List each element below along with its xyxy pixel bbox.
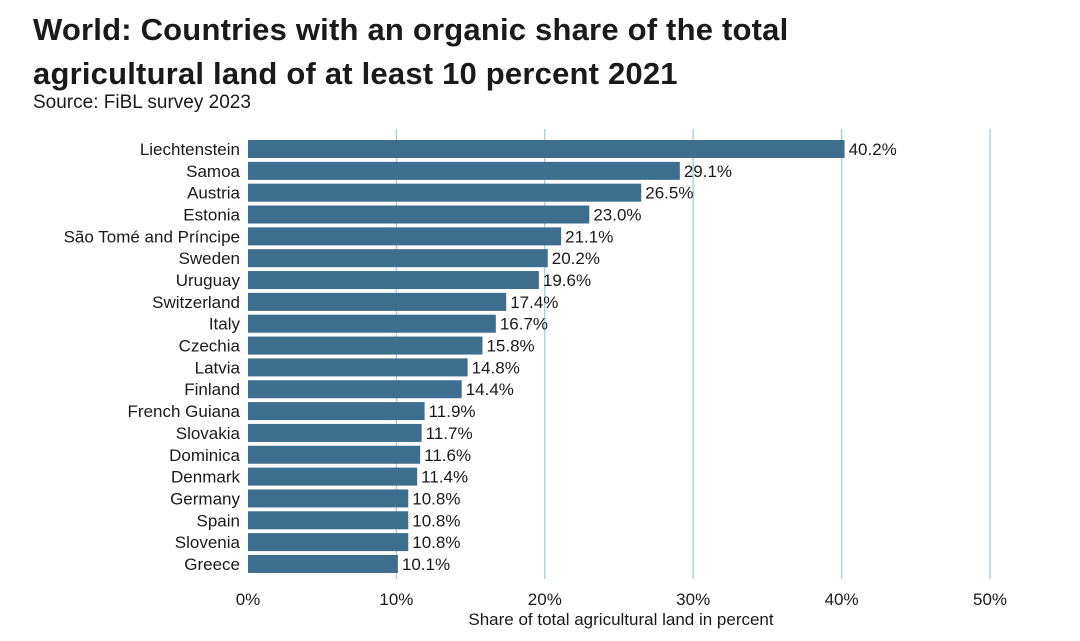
category-label-12: French Guiana xyxy=(128,402,241,421)
category-label-11: Finland xyxy=(184,380,240,399)
bars xyxy=(248,140,845,573)
value-label-8: 16.7% xyxy=(500,315,548,334)
category-label-0: Liechtenstein xyxy=(140,140,240,159)
x-tick-label-40: 40% xyxy=(825,590,859,609)
category-label-13: Slovakia xyxy=(176,424,241,443)
x-tick-label-50: 50% xyxy=(973,590,1007,609)
bar-3 xyxy=(248,205,590,224)
bar-16 xyxy=(248,489,409,508)
value-label-19: 10.1% xyxy=(402,555,450,574)
category-label-19: Greece xyxy=(184,555,240,574)
category-label-9: Czechia xyxy=(179,337,241,356)
bar-17 xyxy=(248,511,409,530)
category-label-1: Samoa xyxy=(186,162,240,181)
bar-18 xyxy=(248,533,409,552)
value-label-17: 10.8% xyxy=(412,511,460,530)
x-tick-label-30: 30% xyxy=(676,590,710,609)
bar-8 xyxy=(248,314,496,333)
bar-6 xyxy=(248,271,539,290)
chart-subtitle: Source: FiBL survey 2023 xyxy=(33,92,251,113)
value-label-18: 10.8% xyxy=(412,533,460,552)
value-label-1: 29.1% xyxy=(684,162,732,181)
value-label-4: 21.1% xyxy=(565,227,613,246)
value-label-3: 23.0% xyxy=(593,206,641,225)
x-tick-label-20: 20% xyxy=(528,590,562,609)
category-label-16: Germany xyxy=(170,489,240,508)
x-tick-labels: 0% 10% 20% 30% 40% 50% xyxy=(236,590,1007,609)
bar-19 xyxy=(248,554,398,573)
value-label-13: 11.7% xyxy=(426,424,473,443)
bar-13 xyxy=(248,423,422,442)
category-label-10: Latvia xyxy=(195,358,241,377)
value-label-5: 20.2% xyxy=(552,249,600,268)
value-label-7: 17.4% xyxy=(510,293,558,312)
bar-5 xyxy=(248,249,548,268)
category-label-2: Austria xyxy=(187,184,240,203)
value-label-6: 19.6% xyxy=(543,271,591,290)
chart-title-line-2: agricultural land of at least 10 percent… xyxy=(33,56,678,91)
bar-10 xyxy=(248,358,468,377)
bar-4 xyxy=(248,227,562,246)
category-label-18: Slovenia xyxy=(175,533,241,552)
category-label-17: Spain xyxy=(197,511,240,530)
value-label-15: 11.4% xyxy=(421,468,468,487)
value-label-16: 10.8% xyxy=(412,489,460,508)
bar-1 xyxy=(248,161,680,180)
bar-11 xyxy=(248,380,462,399)
category-label-6: Uruguay xyxy=(176,271,241,290)
value-labels: 40.2% 29.1% 26.5%23.0% 21.1% 20.2% 19.6% 17.4%… xyxy=(402,140,897,574)
bar-9 xyxy=(248,336,483,355)
category-labels: Liechtenstein Samoa Austria Estonia São Tomé… xyxy=(64,140,241,574)
value-label-14: 11.6% xyxy=(424,446,471,465)
value-label-11: 14.4% xyxy=(466,380,514,399)
chart-title-line-1: World: Countries with an organic share o… xyxy=(33,12,789,47)
bar-14 xyxy=(248,445,421,464)
category-label-14: Dominica xyxy=(169,446,240,465)
category-label-5: Sweden xyxy=(179,249,240,268)
value-label-2: 26.5% xyxy=(645,184,693,203)
x-tick-label-0: 0% xyxy=(236,590,261,609)
bar-12 xyxy=(248,402,425,421)
bar-7 xyxy=(248,292,507,311)
bar-2 xyxy=(248,183,642,202)
category-label-3: Estonia xyxy=(183,206,240,225)
value-label-9: 15.8% xyxy=(486,337,534,356)
x-tick-label-10: 10% xyxy=(379,590,413,609)
bar-0 xyxy=(248,140,845,158)
category-label-4: São Tomé and Príncipe xyxy=(64,227,240,246)
category-label-8: Italy xyxy=(209,315,241,334)
category-label-7: Switzerland xyxy=(152,293,240,312)
value-label-12: 11.9% xyxy=(429,402,476,421)
bar-15 xyxy=(248,467,418,486)
value-label-10: 14.8% xyxy=(472,358,520,377)
category-label-15: Denmark xyxy=(171,468,240,487)
x-axis-title: Share of total agricultural land in perc… xyxy=(468,610,774,629)
value-label-0: 40.2% xyxy=(849,140,897,159)
chart-title: World: Countries with an organic share o… xyxy=(33,8,788,96)
